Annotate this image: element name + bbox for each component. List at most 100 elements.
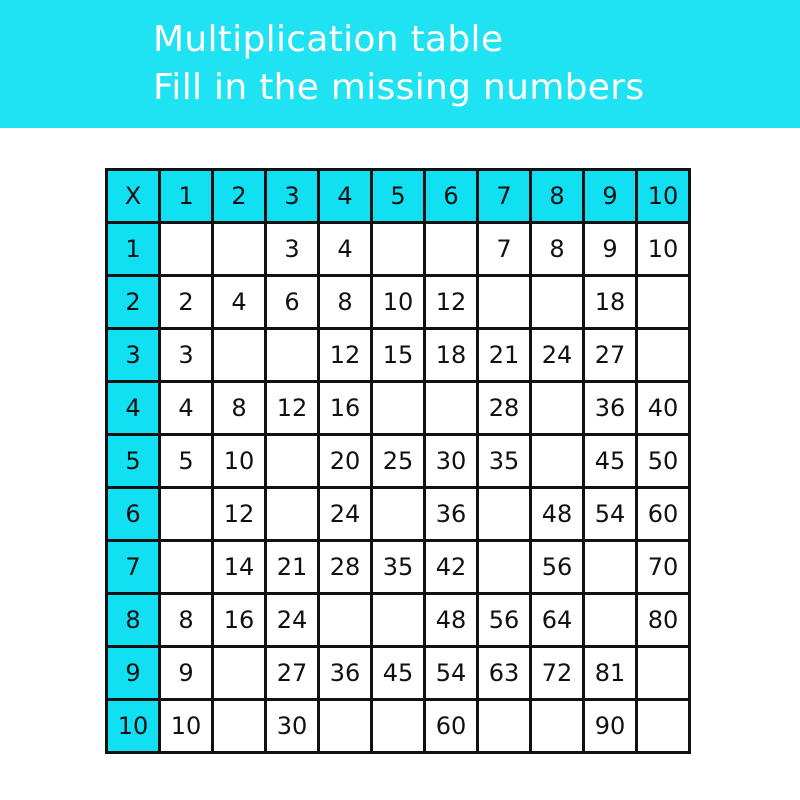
number-cell: 12	[211, 486, 267, 542]
number-cell: 28	[476, 380, 532, 436]
number-cell: 27	[264, 645, 320, 701]
table-row: 6 12 24 36 48 54 60	[105, 486, 691, 542]
table-row: 1 3 4 7 8 9 10	[105, 221, 691, 277]
number-cell: 5	[158, 433, 214, 489]
column-header: 6	[423, 168, 479, 224]
row-header: 2	[105, 274, 161, 330]
table-row: 2 2 4 6 8 10 12 18	[105, 274, 691, 330]
number-cell: 14	[211, 539, 267, 595]
number-cell: 45	[370, 645, 426, 701]
title-banner: Multiplication table Fill in the missing…	[0, 0, 800, 128]
number-cell: 21	[264, 539, 320, 595]
blank-cell[interactable]	[476, 698, 532, 754]
number-cell: 9	[582, 221, 638, 277]
number-cell: 18	[423, 327, 479, 383]
number-cell: 24	[529, 327, 585, 383]
number-cell: 36	[582, 380, 638, 436]
number-cell: 8	[158, 592, 214, 648]
number-cell: 25	[370, 433, 426, 489]
blank-cell[interactable]	[264, 433, 320, 489]
blank-cell[interactable]	[211, 698, 267, 754]
number-cell: 28	[317, 539, 373, 595]
row-header: 3	[105, 327, 161, 383]
number-cell: 42	[423, 539, 479, 595]
blank-cell[interactable]	[370, 221, 426, 277]
number-cell: 36	[423, 486, 479, 542]
blank-cell[interactable]	[370, 698, 426, 754]
blank-cell[interactable]	[635, 327, 691, 383]
number-cell: 60	[423, 698, 479, 754]
blank-cell[interactable]	[529, 433, 585, 489]
number-cell: 4	[317, 221, 373, 277]
number-cell: 70	[635, 539, 691, 595]
blank-cell[interactable]	[158, 486, 214, 542]
table-row: 3 3 12 15 18 21 24 27	[105, 327, 691, 383]
number-cell: 63	[476, 645, 532, 701]
row-header: 4	[105, 380, 161, 436]
blank-cell[interactable]	[317, 698, 373, 754]
number-cell: 12	[423, 274, 479, 330]
number-cell: 8	[317, 274, 373, 330]
blank-cell[interactable]	[211, 327, 267, 383]
blank-cell[interactable]	[264, 486, 320, 542]
number-cell: 9	[158, 645, 214, 701]
row-header: 6	[105, 486, 161, 542]
row-header: 5	[105, 433, 161, 489]
blank-cell[interactable]	[476, 486, 532, 542]
number-cell: 10	[211, 433, 267, 489]
number-cell: 72	[529, 645, 585, 701]
number-cell: 24	[317, 486, 373, 542]
blank-cell[interactable]	[158, 539, 214, 595]
blank-cell[interactable]	[370, 486, 426, 542]
blank-cell[interactable]	[423, 380, 479, 436]
number-cell: 27	[582, 327, 638, 383]
number-cell: 50	[635, 433, 691, 489]
blank-cell[interactable]	[635, 274, 691, 330]
blank-cell[interactable]	[158, 221, 214, 277]
number-cell: 35	[370, 539, 426, 595]
column-header: 2	[211, 168, 267, 224]
number-cell: 48	[529, 486, 585, 542]
blank-cell[interactable]	[529, 698, 585, 754]
blank-cell[interactable]	[529, 380, 585, 436]
blank-cell[interactable]	[582, 539, 638, 595]
multiplication-table: X 1 2 3 4 5 6 7 8 9 10 1 3 4 7 8 9 10 2 2 4 6 8 10 12 18 3 3 12 15 18 2…	[105, 168, 691, 754]
number-cell: 40	[635, 380, 691, 436]
number-cell: 10	[635, 221, 691, 277]
number-cell: 20	[317, 433, 373, 489]
number-cell: 2	[158, 274, 214, 330]
number-cell: 35	[476, 433, 532, 489]
blank-cell[interactable]	[529, 274, 585, 330]
column-header: 5	[370, 168, 426, 224]
table-row: 10 10 30 60 90	[105, 698, 691, 754]
blank-cell[interactable]	[476, 274, 532, 330]
column-header: 8	[529, 168, 585, 224]
blank-cell[interactable]	[370, 592, 426, 648]
row-header: 8	[105, 592, 161, 648]
number-cell: 54	[423, 645, 479, 701]
blank-cell[interactable]	[635, 698, 691, 754]
blank-cell[interactable]	[317, 592, 373, 648]
blank-cell[interactable]	[211, 221, 267, 277]
number-cell: 10	[370, 274, 426, 330]
blank-cell[interactable]	[582, 592, 638, 648]
blank-cell[interactable]	[370, 380, 426, 436]
number-cell: 12	[317, 327, 373, 383]
blank-cell[interactable]	[423, 221, 479, 277]
blank-cell[interactable]	[211, 645, 267, 701]
row-header: 1	[105, 221, 161, 277]
number-cell: 8	[529, 221, 585, 277]
column-header: 1	[158, 168, 214, 224]
blank-cell[interactable]	[635, 645, 691, 701]
number-cell: 54	[582, 486, 638, 542]
blank-cell[interactable]	[264, 327, 320, 383]
number-cell: 21	[476, 327, 532, 383]
number-cell: 3	[264, 221, 320, 277]
number-cell: 80	[635, 592, 691, 648]
number-cell: 48	[423, 592, 479, 648]
number-cell: 16	[317, 380, 373, 436]
number-cell: 3	[158, 327, 214, 383]
number-cell: 12	[264, 380, 320, 436]
blank-cell[interactable]	[476, 539, 532, 595]
number-cell: 64	[529, 592, 585, 648]
